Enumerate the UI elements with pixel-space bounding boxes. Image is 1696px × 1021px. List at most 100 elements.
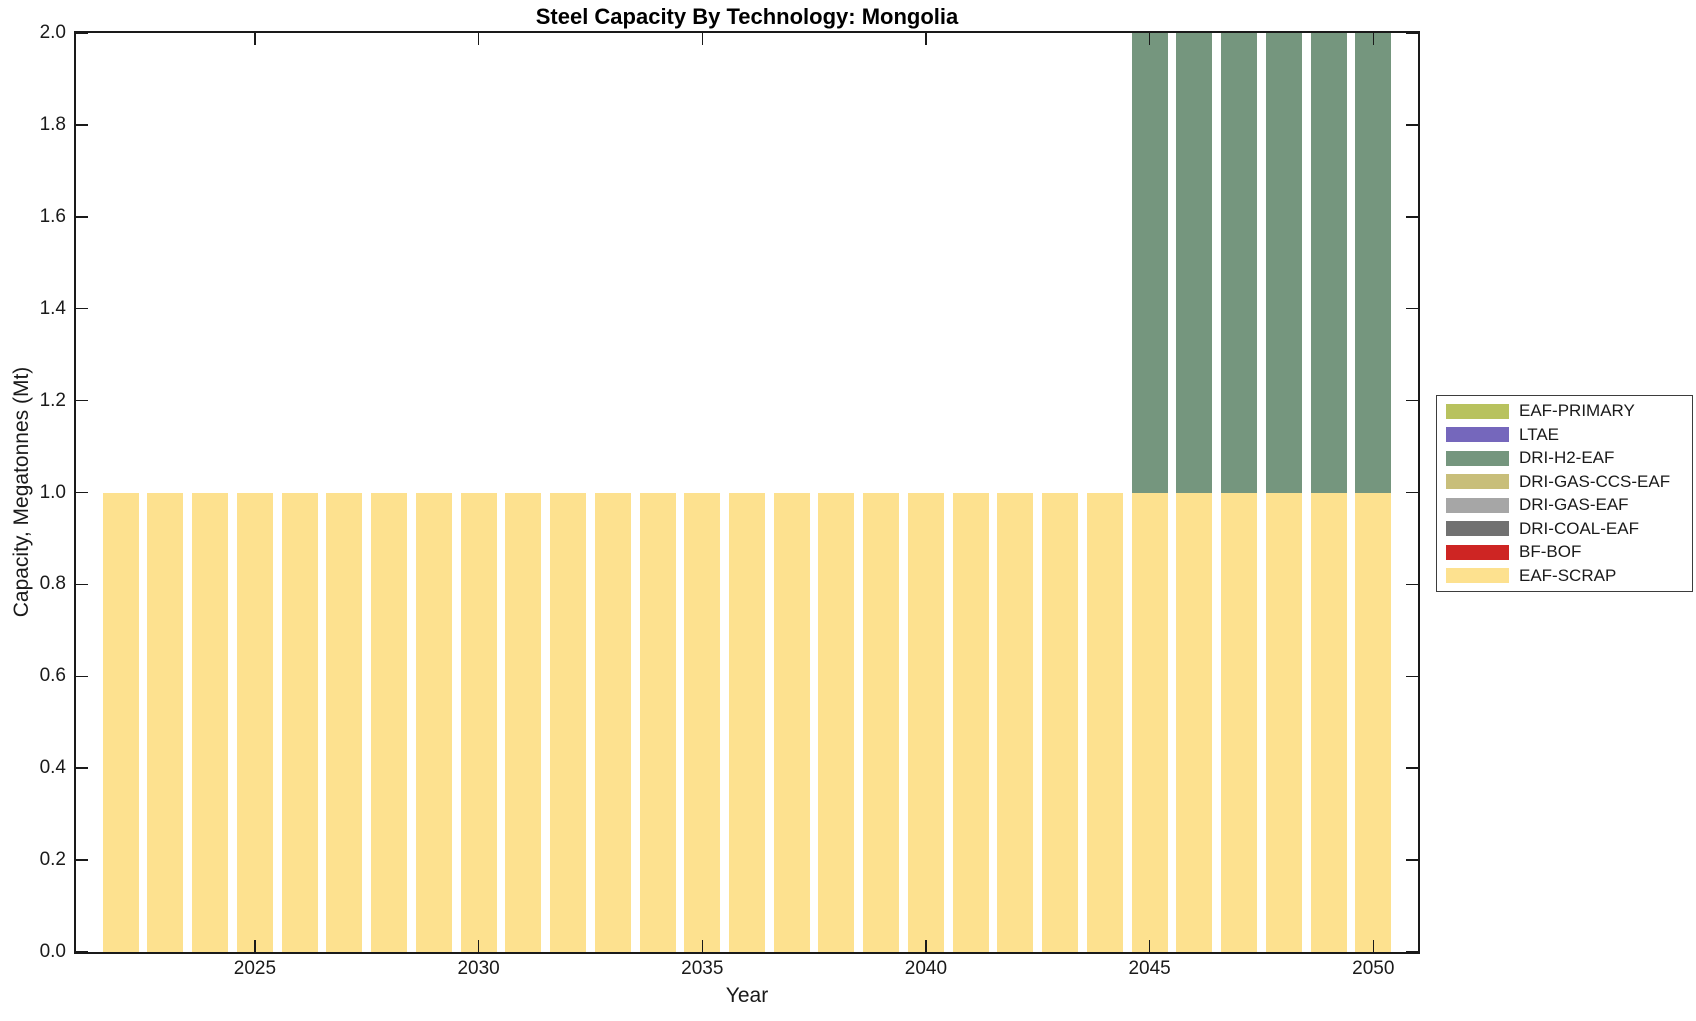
y-tick-0.0-left <box>76 951 88 953</box>
y-tick-1.6-left <box>76 216 88 218</box>
y-tick-0.2-right <box>1406 859 1418 861</box>
x-tick-2045-top <box>1148 33 1151 45</box>
y-tick-1.8-left <box>76 124 88 126</box>
y-tick-0.8-left <box>76 583 88 586</box>
bar-eaf-scrap-2030 <box>460 492 497 952</box>
y-tick-label-0.6: 0.6 <box>39 665 66 687</box>
legend-swatch-dri-gas-ccs-eaf <box>1446 474 1509 490</box>
x-tick-label-2045: 2045 <box>1128 958 1171 979</box>
y-tick-label-1.6: 1.6 <box>39 205 66 227</box>
chart-title: Steel Capacity By Technology: Mongolia <box>535 4 959 29</box>
bar-eaf-scrap-2040 <box>907 492 944 952</box>
legend-label-dri-gas-ccs-eaf: DRI-GAS-CCS-EAF <box>1519 471 1671 491</box>
legend-item-eaf-primary: EAF-PRIMARY <box>1437 400 1692 423</box>
legend-label-dri-coal-eaf: DRI-COAL-EAF <box>1519 518 1639 538</box>
y-tick-0.0-right <box>1406 951 1418 953</box>
x-tick-2050-bottom <box>1372 940 1375 952</box>
x-tick-2040-top <box>925 33 927 45</box>
legend-swatch-bf-bof <box>1446 544 1509 560</box>
bar-eaf-scrap-2043 <box>1042 492 1079 952</box>
bar-dri-h2-eaf-2050 <box>1355 33 1392 493</box>
x-tick-label-2025: 2025 <box>233 958 277 979</box>
bar-eaf-scrap-2029 <box>415 492 452 952</box>
y-tick-0.6-right <box>1406 675 1418 678</box>
bar-eaf-scrap-2035 <box>684 492 721 952</box>
x-tick-2030-bottom <box>477 940 480 952</box>
bar-eaf-scrap-2042 <box>997 492 1034 952</box>
legend-swatch-dri-h2-eaf <box>1446 450 1509 466</box>
bar-eaf-scrap-2038 <box>818 492 855 952</box>
legend-item-eaf-scrap: EAF-SCRAP <box>1437 564 1692 587</box>
y-tick-1.4-left <box>76 307 88 310</box>
y-tick-1.2-left <box>76 399 88 402</box>
legend-item-dri-gas-eaf: DRI-GAS-EAF <box>1437 494 1692 517</box>
legend-label-ltae: LTAE <box>1519 424 1559 444</box>
legend-swatch-dri-coal-eaf <box>1446 521 1509 537</box>
x-tick-2025-bottom <box>254 940 256 952</box>
bar-eaf-scrap-2048 <box>1265 492 1302 952</box>
y-tick-1.0-left <box>76 491 88 494</box>
legend-swatch-dri-gas-eaf <box>1446 497 1509 513</box>
x-tick-label-2040: 2040 <box>904 958 948 979</box>
y-tick-0.8-right <box>1406 583 1418 586</box>
y-tick-label-0.0: 0.0 <box>39 941 66 962</box>
y-tick-0.2-left <box>76 859 88 861</box>
legend-item-dri-h2-eaf: DRI-H2-EAF <box>1437 447 1692 470</box>
bar-eaf-scrap-2041 <box>952 492 989 952</box>
x-tick-label-2050: 2050 <box>1352 958 1395 979</box>
y-tick-2.0-right <box>1406 32 1418 34</box>
bar-dri-h2-eaf-2046 <box>1176 33 1213 493</box>
y-tick-label-1.4: 1.4 <box>39 297 66 319</box>
y-tick-label-1.0: 1.0 <box>39 481 66 503</box>
legend-item-dri-coal-eaf: DRI-COAL-EAF <box>1437 517 1692 540</box>
bar-eaf-scrap-2032 <box>550 492 587 952</box>
y-tick-0.4-left <box>76 767 88 769</box>
y-tick-0.6-left <box>76 675 88 678</box>
y-tick-0.4-right <box>1406 767 1418 769</box>
x-tick-2030-top <box>477 33 480 45</box>
legend-label-dri-gas-eaf: DRI-GAS-EAF <box>1519 495 1629 515</box>
bar-eaf-scrap-2024 <box>192 492 229 952</box>
bar-eaf-scrap-2023 <box>147 492 184 952</box>
legend-swatch-eaf-primary <box>1446 403 1509 419</box>
legend-item-ltae: LTAE <box>1437 423 1692 446</box>
x-tick-2050-top <box>1372 33 1375 45</box>
bar-eaf-scrap-2025 <box>236 492 273 952</box>
bar-eaf-scrap-2049 <box>1310 492 1347 952</box>
bar-eaf-scrap-2033 <box>594 492 631 952</box>
plot-area <box>74 31 1420 954</box>
bar-eaf-scrap-2036 <box>729 492 765 952</box>
y-tick-1.6-right <box>1406 216 1418 218</box>
y-tick-2.0-left <box>76 32 88 34</box>
legend-label-eaf-primary: EAF-PRIMARY <box>1519 401 1635 421</box>
y-tick-1.0-right <box>1406 491 1418 494</box>
x-tick-2025-top <box>254 33 256 45</box>
bar-eaf-scrap-2039 <box>863 492 900 952</box>
y-tick-1.8-right <box>1406 124 1418 126</box>
bar-dri-h2-eaf-2047 <box>1221 33 1258 493</box>
y-tick-label-1.2: 1.2 <box>39 389 66 411</box>
bar-eaf-scrap-2046 <box>1176 492 1213 952</box>
legend-label-bf-bof: BF-BOF <box>1519 542 1582 562</box>
x-tick-2040-bottom <box>925 940 927 952</box>
y-tick-label-0.8: 0.8 <box>39 573 66 595</box>
bar-dri-h2-eaf-2045 <box>1131 33 1168 493</box>
bar-eaf-scrap-2034 <box>639 492 676 952</box>
x-tick-label-2035: 2035 <box>681 958 724 979</box>
x-tick-2045-bottom <box>1148 940 1151 952</box>
x-tick-2035-top <box>701 33 704 45</box>
x-axis-label: Year <box>725 984 769 1007</box>
bar-eaf-scrap-2047 <box>1221 492 1258 952</box>
bar-eaf-scrap-2045 <box>1131 492 1168 952</box>
legend-swatch-ltae <box>1446 427 1509 443</box>
y-tick-label-0.4: 0.4 <box>39 757 66 779</box>
x-tick-2035-bottom <box>701 940 704 952</box>
y-tick-label-2.0: 2.0 <box>39 22 66 43</box>
bar-eaf-scrap-2044 <box>1086 492 1123 952</box>
legend-item-dri-gas-ccs-eaf: DRI-GAS-CCS-EAF <box>1437 470 1692 493</box>
y-tick-1.4-right <box>1406 307 1418 310</box>
y-tick-label-1.8: 1.8 <box>39 113 66 135</box>
legend-swatch-eaf-scrap <box>1446 568 1509 584</box>
bar-eaf-scrap-2031 <box>505 492 542 952</box>
